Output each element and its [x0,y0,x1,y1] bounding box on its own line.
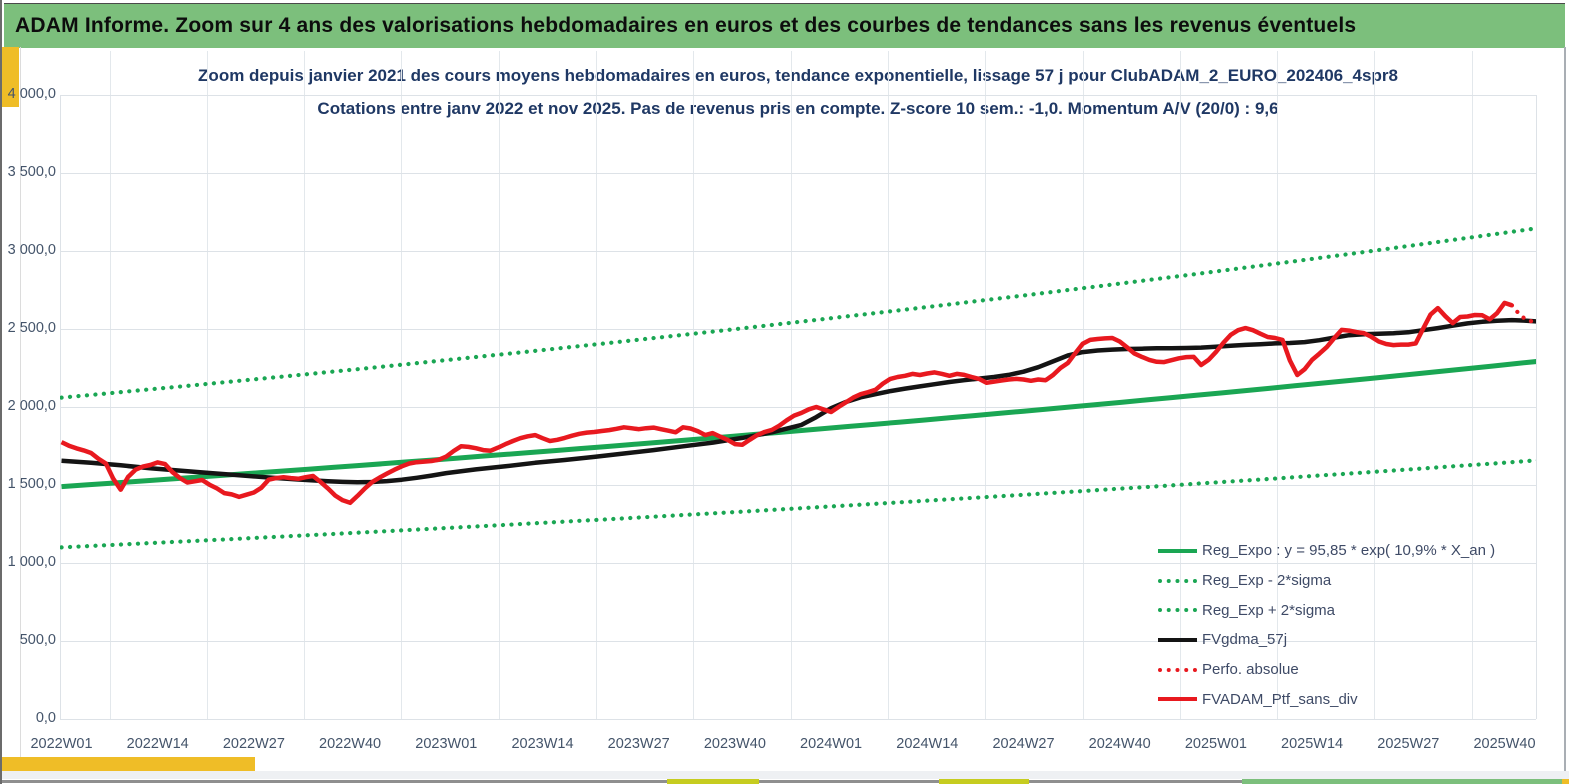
vertical-gridline [887,51,889,719]
vertical-gridline [1179,51,1181,719]
x-axis-tick-label: 2024W40 [1088,736,1151,752]
y-axis-tick-label: 1 500,0 [7,476,56,492]
series-line-2 [60,226,1536,400]
chart-plot-area [60,95,1536,719]
y-axis-tick-label: 3 000,0 [7,242,56,258]
vertical-gridline [1082,51,1084,719]
x-axis-tick-label: 2022W14 [126,736,189,752]
vertical-gridline [109,51,111,719]
gold-corner [1562,779,1569,784]
olive-segment [667,779,759,784]
x-axis-tick-label: 2022W27 [222,736,285,752]
chart-legend[interactable]: Reg_Expo : y = 95,85 * exp( 10,9% * X_an… [1158,536,1495,714]
legend-swatch-solid-line [1158,548,1197,553]
horizontal-gridline [60,251,1536,252]
legend-swatch-dotted-line [1158,578,1197,583]
sheet-column-divider [20,47,21,770]
legend-entry[interactable]: FVgdma_57j [1158,625,1495,655]
series-line-1 [60,458,1536,550]
series-line-3 [61,317,1536,485]
legend-label: Reg_Exp - 2*sigma [1202,572,1332,590]
horizontal-gridline [60,173,1536,174]
y-axis-tick-label: 2 000,0 [7,398,56,414]
bottom-rule [2,780,1569,783]
horizontal-gridline [60,641,1536,642]
legend-label: Reg_Exp + 2*sigma [1202,601,1335,619]
legend-entry[interactable]: Reg_Exp - 2*sigma [1158,566,1495,596]
x-axis-tick-label: 2024W14 [896,736,959,752]
x-axis-tick-label: 2022W40 [319,736,382,752]
vertical-gridline [401,51,403,719]
y-axis-tick-label: 0,0 [35,710,56,726]
report-banner-title: ADAM Informe. Zoom sur 4 ans des valoris… [15,14,1357,37]
horizontal-gridline [60,563,1536,564]
vertical-gridline [1374,51,1376,719]
chart-canvas [60,226,1536,550]
x-axis-tick-label: 2024W01 [800,736,863,752]
legend-entry[interactable]: Reg_Exp + 2*sigma [1158,595,1495,625]
y-axis-tick-label: 4 000,0 [7,86,56,102]
bottom-band [2,771,1569,779]
x-axis-tick-label: 2024W27 [992,736,1055,752]
plot-border [1536,95,1537,719]
horizontal-gridline [60,407,1536,408]
series-line-5 [60,300,1513,506]
x-axis-tick-label: 2023W01 [415,736,478,752]
series-line-0 [61,359,1536,490]
gold-accent-top-left [2,47,19,107]
plot-border [59,95,61,719]
chart-subtitle: Cotations entre janv 2022 et nov 2025. P… [317,99,1279,118]
gold-accent-bottom-left [2,757,255,771]
x-axis-tick-label: 2025W01 [1184,736,1247,752]
legend-swatch-dotted-line [1158,667,1197,672]
y-axis-tick-label: 500,0 [19,632,56,648]
chart-title: Zoom depuis janvier 2021 des cours moyen… [198,66,1398,85]
legend-entry[interactable]: FVADAM_Ptf_sans_div [1158,684,1495,714]
x-axis-tick-label: 2023W27 [607,736,670,752]
vertical-gridline [790,51,792,719]
legend-label: Reg_Expo : y = 95,85 * exp( 10,9% * X_an… [1202,542,1496,560]
olive-segment [939,779,1029,784]
x-axis-tick-label: 2023W14 [511,736,574,752]
legend-entry[interactable]: Perfo. absolue [1158,655,1495,685]
legend-swatch-dotted-line [1158,608,1197,613]
horizontal-gridline [60,719,1536,720]
horizontal-gridline [60,485,1536,486]
legend-label: Perfo. absolue [1202,661,1299,679]
horizontal-gridline [60,329,1536,330]
x-axis-tick-label: 2025W14 [1281,736,1344,752]
horizontal-gridline [60,95,1536,96]
x-axis-tick-label: 2025W27 [1377,736,1440,752]
y-axis-tick-label: 1 000,0 [7,554,56,570]
vertical-gridline [693,51,695,719]
x-axis-tick-label: 2023W40 [703,736,766,752]
y-axis-tick-label: 2 500,0 [7,320,56,336]
vertical-gridline [1471,51,1473,719]
legend-label: FVgdma_57j [1202,631,1288,649]
series-line-4 [1509,303,1536,324]
legend-swatch-solid-line [1158,697,1197,702]
sheet-right-divider [1564,47,1566,784]
vertical-gridline [985,51,987,719]
report-banner: ADAM Informe. Zoom sur 4 ans des valoris… [4,3,1565,48]
y-axis-tick-label: 3 500,0 [7,164,56,180]
legend-entry[interactable]: Reg_Expo : y = 95,85 * exp( 10,9% * X_an… [1158,536,1495,566]
x-axis-tick-label: 2025W40 [1473,736,1536,752]
vertical-gridline [596,51,597,719]
vertical-gridline [304,51,306,719]
legend-swatch-solid-line [1158,637,1197,642]
vertical-gridline [498,51,500,719]
x-axis-tick-label: 2022W01 [30,736,93,752]
green-segment [1242,779,1569,784]
legend-label: FVADAM_Ptf_sans_div [1202,690,1358,708]
